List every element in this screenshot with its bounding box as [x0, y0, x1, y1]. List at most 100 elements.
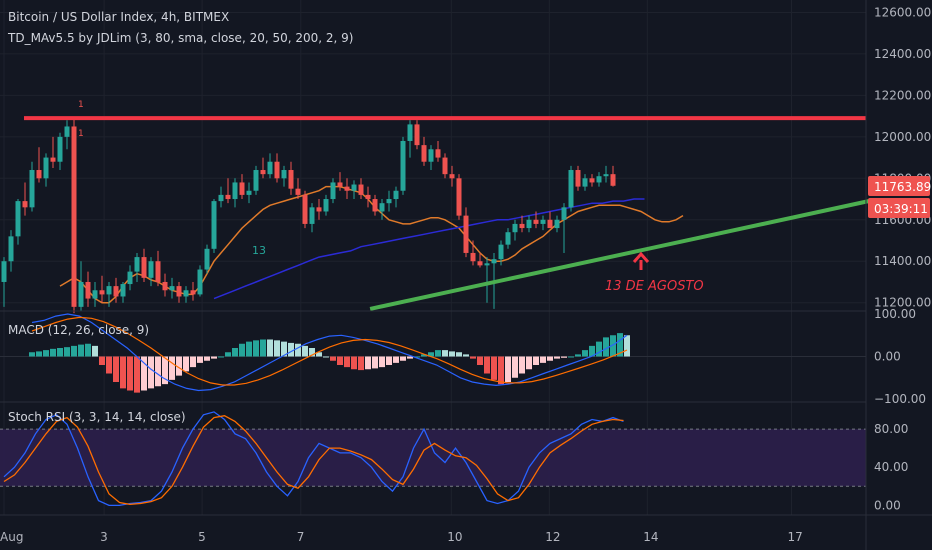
- candle: [162, 281, 168, 291]
- stoch-tick-label: 80.00: [874, 422, 908, 436]
- macd-hist-bar: [337, 356, 343, 365]
- macd-hist-bar: [253, 340, 259, 357]
- time-tick-label: 17: [788, 530, 803, 544]
- macd-hist-bar: [92, 345, 98, 357]
- macd-hist-bar: [246, 341, 252, 357]
- macd-hist-bar: [78, 344, 84, 357]
- macd-hist-bar: [127, 356, 133, 391]
- candle: [610, 174, 616, 186]
- macd-hist-bar: [239, 343, 245, 357]
- macd-hist-bar: [288, 342, 294, 357]
- candle: [8, 236, 14, 262]
- trendlines: [24, 116, 869, 311]
- macd-hist-bar: [267, 339, 273, 357]
- time-tick-label: 5: [198, 530, 206, 544]
- candle: [428, 149, 434, 162]
- candle: [484, 263, 490, 266]
- macd-hist-bar: [99, 356, 105, 365]
- candle: [29, 170, 35, 208]
- macd-hist-bar: [113, 356, 119, 382]
- macd-hist-bar: [596, 341, 602, 357]
- macd-hist-bar: [155, 356, 161, 387]
- stoch-tick-label: 40.00: [874, 460, 908, 474]
- candle: [463, 215, 469, 253]
- candle: [372, 199, 378, 212]
- candle: [554, 219, 560, 229]
- macd-hist-bar: [330, 356, 336, 361]
- macd-hist-bar: [526, 356, 532, 370]
- candle: [64, 126, 70, 137]
- candle: [113, 286, 119, 297]
- candle: [498, 244, 504, 260]
- time-tick-label: 12: [545, 530, 560, 544]
- macd-signal-line: [31, 316, 628, 386]
- macd-hist-bar: [512, 356, 518, 378]
- candle: [50, 157, 56, 162]
- candle: [141, 257, 147, 278]
- candle: [596, 176, 602, 183]
- candle: [575, 170, 581, 187]
- macd-hist-bar: [295, 343, 301, 357]
- candle: [295, 188, 301, 195]
- macd-hist-bar: [176, 356, 182, 376]
- macd-hist-bar: [589, 345, 595, 357]
- last-price-badge: 11763.89: [868, 176, 931, 196]
- candle: [190, 290, 196, 295]
- macd-hist-bar: [344, 356, 350, 368]
- candles-group: [1, 118, 616, 314]
- candle: [358, 184, 364, 195]
- candle: [260, 170, 266, 175]
- countdown-badge: 03:39:11: [868, 198, 930, 218]
- macd-hist-bar: [456, 352, 462, 357]
- stoch-tick-label: 0.00: [874, 498, 901, 512]
- macd-hist-bar: [603, 337, 609, 357]
- macd-hist-bar: [302, 345, 308, 357]
- candle: [134, 257, 140, 272]
- macd-hist-bar: [491, 356, 497, 380]
- stoch-pane: [3, 411, 624, 507]
- candle: [120, 284, 126, 297]
- macd-hist-bar: [519, 356, 525, 374]
- macd-hist-bar: [57, 348, 63, 357]
- macd-hist-bar: [281, 341, 287, 357]
- candle: [127, 271, 133, 285]
- macd-hist-bar: [162, 356, 168, 385]
- candle: [71, 126, 77, 307]
- macd-hist-bar: [218, 356, 224, 358]
- macd-tick-label: −100.00: [874, 392, 926, 406]
- macd-hist-bar: [442, 350, 448, 357]
- candle: [323, 199, 329, 212]
- macd-hist-bar: [134, 356, 140, 393]
- candle: [540, 219, 546, 224]
- price-tick-label: 12000.00: [874, 130, 931, 144]
- candle: [218, 194, 224, 202]
- macd-tick-label: 100.00: [874, 307, 916, 321]
- candle: [449, 174, 455, 179]
- macd-hist-bar: [449, 351, 455, 357]
- svg-text:11763.89: 11763.89: [874, 180, 931, 194]
- stoch-band-fill: [0, 429, 866, 487]
- macd-hist-bar: [141, 356, 147, 391]
- candle: [274, 161, 280, 179]
- candle: [505, 232, 511, 245]
- macd-hist-bar: [386, 356, 392, 365]
- candle: [239, 182, 245, 195]
- macd-hist-bar: [365, 356, 371, 370]
- macd-hist-bar: [29, 352, 35, 357]
- price-tick-label: 12400.00: [874, 47, 931, 61]
- td-count-1-mid: 1: [78, 129, 84, 139]
- candle: [267, 161, 273, 175]
- candle: [57, 136, 63, 162]
- annotation-text: 13 DE AGOSTO: [605, 279, 704, 294]
- macd-hist-bar: [323, 356, 329, 358]
- candle: [281, 170, 287, 179]
- support-trendline: [369, 199, 869, 311]
- candle: [568, 170, 574, 208]
- candle: [43, 157, 49, 179]
- candle: [456, 178, 462, 216]
- macd-hist-bar: [316, 352, 322, 357]
- macd-hist-bar: [624, 335, 630, 357]
- macd-hist-bar: [64, 347, 70, 357]
- candle: [407, 124, 413, 141]
